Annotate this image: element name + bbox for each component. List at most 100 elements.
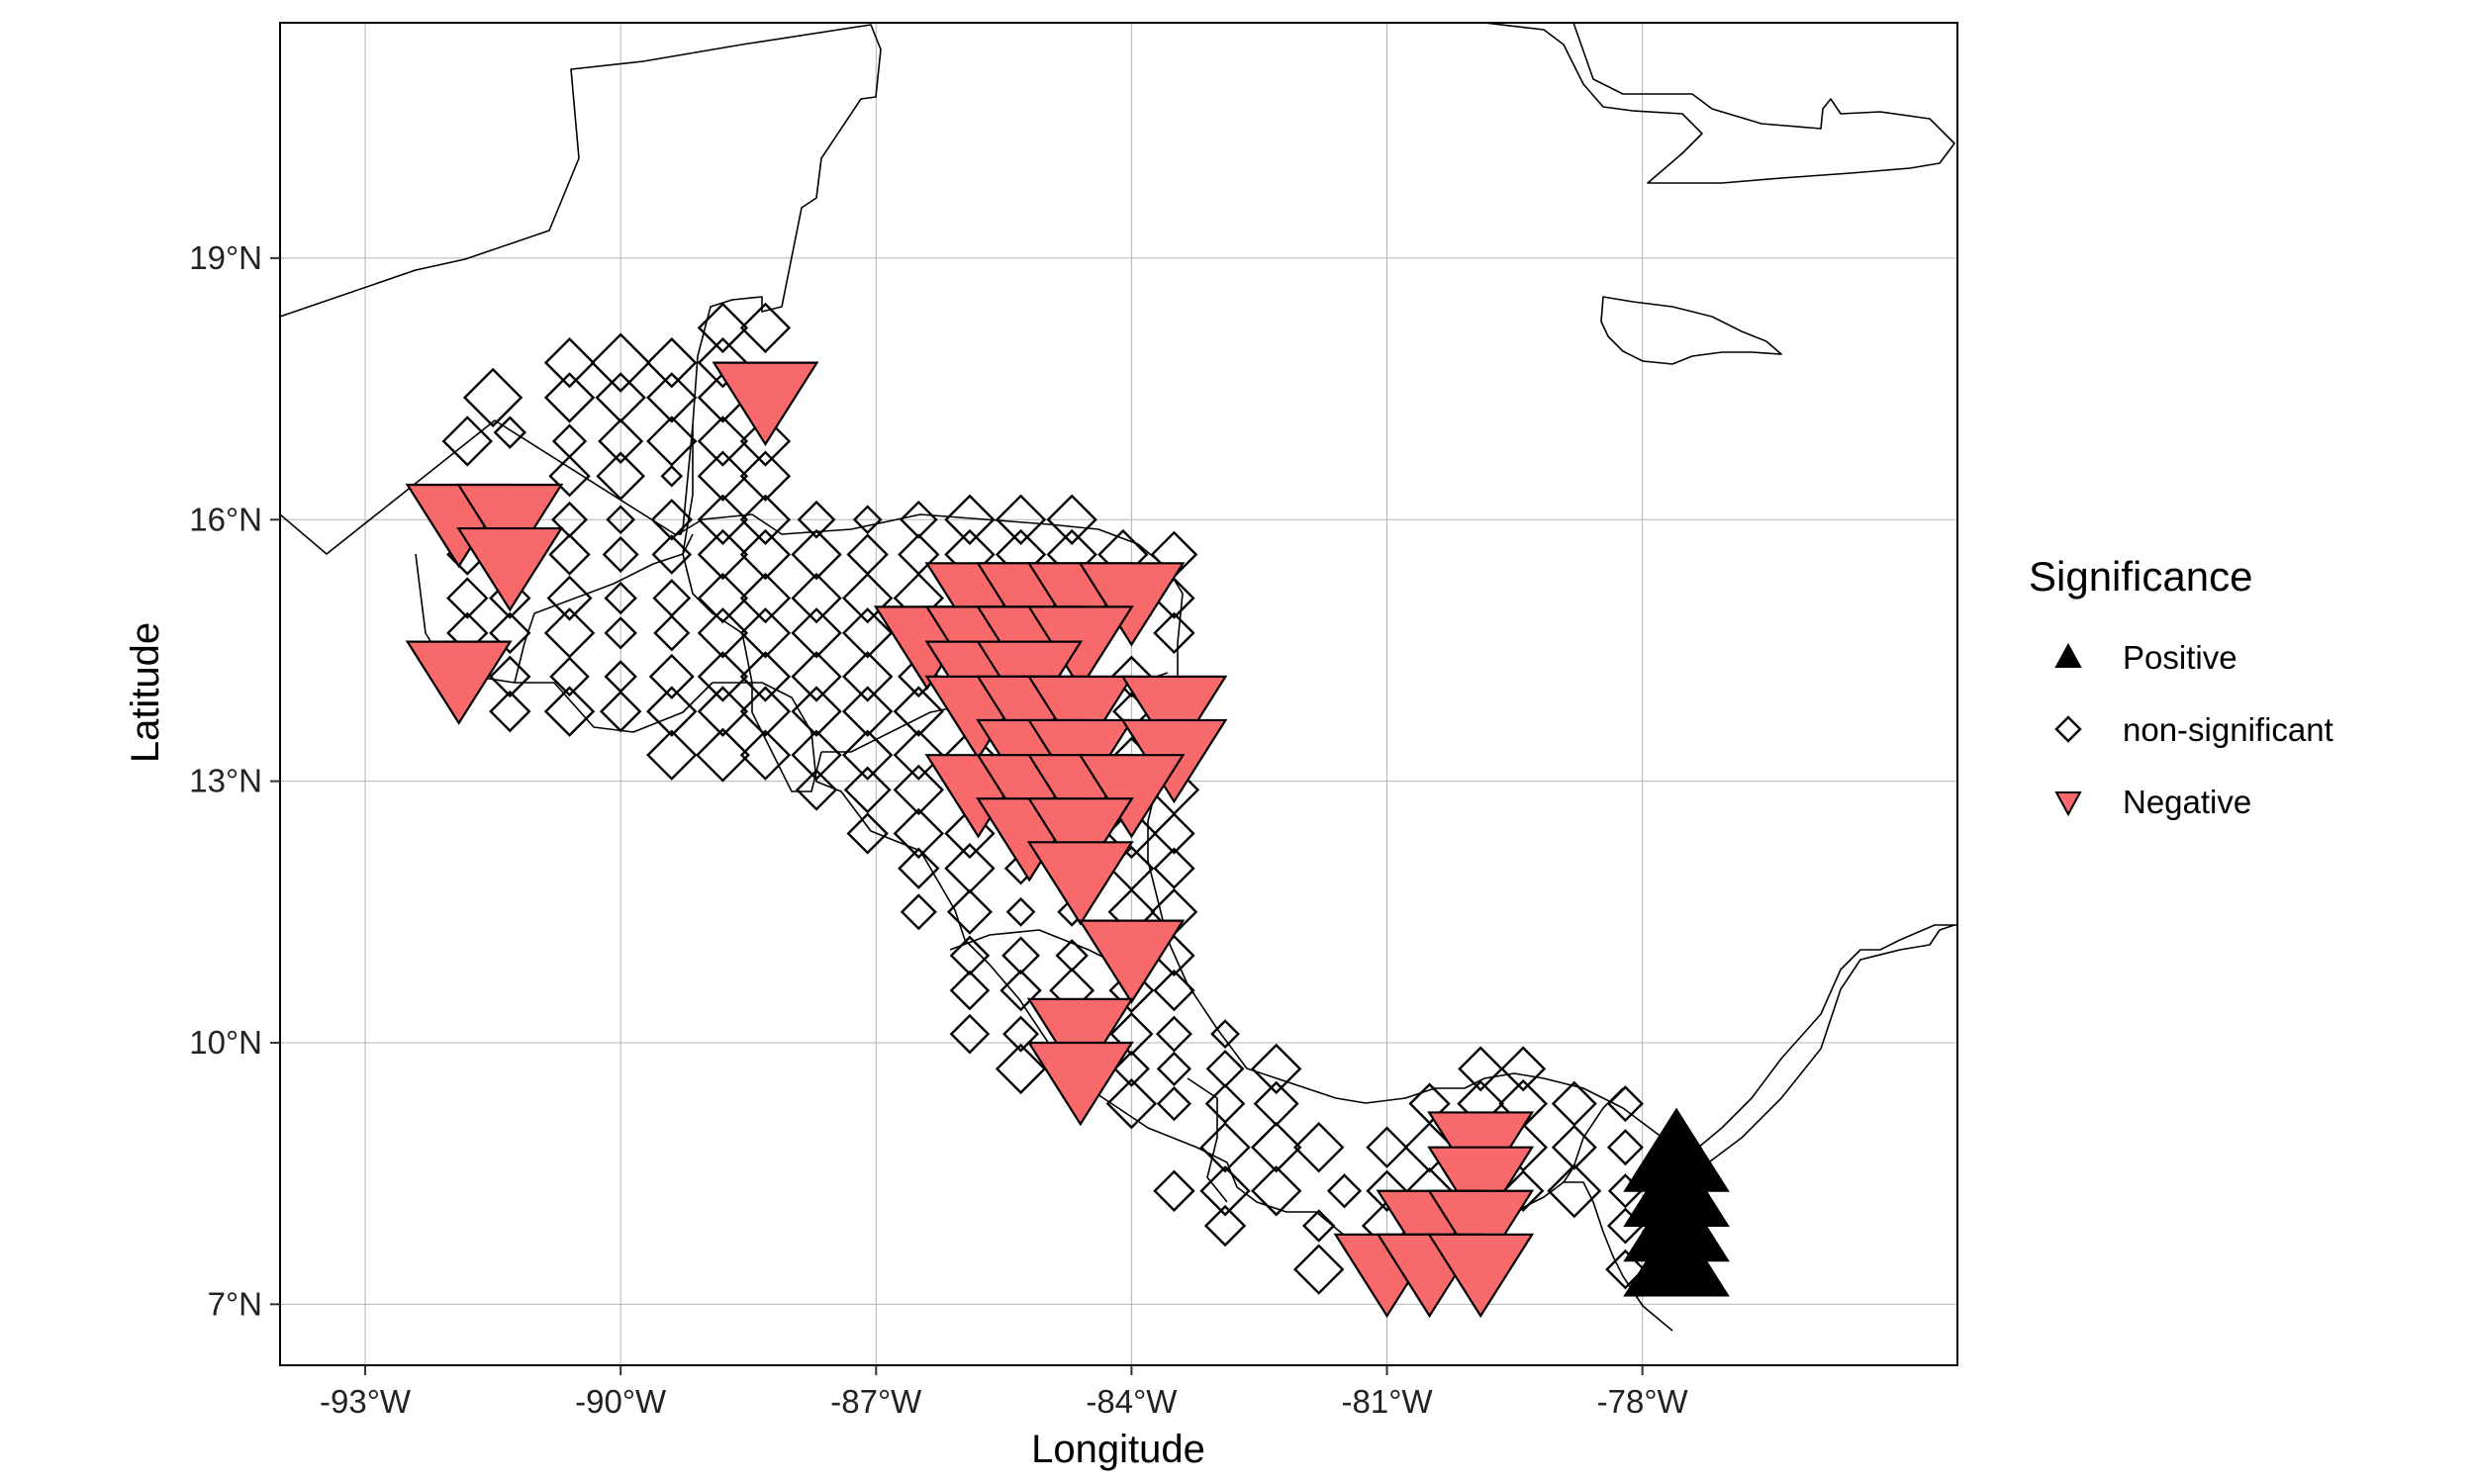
pacific-coastline xyxy=(415,553,1673,1332)
non-significant-marker xyxy=(893,764,945,816)
y-tick-label: 13°N xyxy=(189,763,262,799)
non-significant-marker xyxy=(548,533,591,576)
non-significant-marker xyxy=(1005,896,1036,927)
non-significant-marker xyxy=(660,464,684,488)
legend-key-non-significant xyxy=(2054,715,2082,743)
non-significant-marker xyxy=(1199,1122,1251,1173)
non-significant-marker xyxy=(1109,1012,1154,1057)
non-significant-marker xyxy=(841,607,894,659)
non-significant-marker xyxy=(697,572,749,624)
non-significant-marker xyxy=(739,450,792,502)
negative-marker xyxy=(1120,675,1228,761)
non-significant-marker xyxy=(598,417,644,464)
non-significant-marker xyxy=(791,572,842,624)
non-significant-marker xyxy=(599,690,642,733)
non-significant-marker xyxy=(893,729,945,781)
negative-marker xyxy=(1427,1233,1535,1319)
non-significant-marker xyxy=(1108,968,1155,1014)
non-significant-marker xyxy=(1002,1015,1040,1053)
non-significant-marker xyxy=(1606,1129,1644,1166)
non-significant-marker xyxy=(543,686,596,737)
non-significant-marker xyxy=(893,686,945,737)
y-tick-label: 10°N xyxy=(189,1024,262,1061)
non-significant-marker xyxy=(999,969,1042,1012)
cuba-coastline xyxy=(1483,23,1955,184)
negative-marker xyxy=(1427,1146,1535,1232)
negative-marker xyxy=(1427,1189,1535,1275)
non-significant-marker xyxy=(651,534,693,575)
non-significant-marker xyxy=(739,494,792,545)
non-significant-marker xyxy=(1250,1165,1302,1217)
non-significant-marker xyxy=(489,611,531,655)
y-tick-label: 19°N xyxy=(189,239,262,276)
non-significant-marker xyxy=(949,1013,991,1055)
legend-label-positive: Positive xyxy=(2123,639,2237,676)
non-significant-marker xyxy=(1199,1165,1251,1217)
non-significant-marker xyxy=(543,372,596,423)
negative-marker xyxy=(1026,997,1134,1083)
x-axis: -93°W -90°W -87°W -84°W -81°W -78°W xyxy=(320,1365,1689,1420)
non-significant-marker xyxy=(841,686,894,737)
non-significant-marker xyxy=(1112,1050,1150,1087)
non-significant-marker xyxy=(697,302,749,354)
non-significant-marker xyxy=(1110,655,1153,698)
negative-marker xyxy=(1078,919,1186,1004)
non-significant-marker xyxy=(1458,1046,1504,1092)
non-significant-marker xyxy=(841,572,894,624)
negative-marker xyxy=(456,526,564,612)
non-significant-marker xyxy=(893,807,945,860)
non-significant-marker xyxy=(446,577,489,619)
plot-border xyxy=(279,22,1958,1366)
non-significant-marker xyxy=(1250,1122,1302,1173)
legend-label-non-significant: non-significant xyxy=(2123,711,2333,748)
non-significant-marker xyxy=(697,528,749,581)
non-significant-marker xyxy=(650,499,693,541)
non-significant-marker xyxy=(1326,1173,1363,1209)
non-significant-marker xyxy=(604,616,637,650)
non-significant-marker xyxy=(739,729,792,781)
non-significant-marker xyxy=(1001,936,1040,975)
non-significant-marker xyxy=(489,690,531,733)
non-significant-marker xyxy=(739,686,792,737)
non-significant-marker xyxy=(697,450,749,502)
y-tick-label: 7°N xyxy=(208,1285,262,1322)
non-significant-marker xyxy=(1547,1163,1602,1219)
non-significant-marker xyxy=(441,416,493,467)
non-significant-marker xyxy=(697,416,749,467)
non-significant-marker xyxy=(791,686,842,737)
y-axis-title: Latitude xyxy=(124,622,167,763)
non-significant-marker xyxy=(1203,1204,1247,1248)
non-significant-marker xyxy=(1551,1124,1597,1170)
non-significant-marker xyxy=(949,970,991,1011)
non-significant-marker xyxy=(1606,1085,1644,1123)
inner-border-a xyxy=(514,533,694,684)
non-significant-marker xyxy=(841,651,894,702)
non-significant-marker xyxy=(949,935,991,976)
non-significant-marker xyxy=(1153,611,1195,655)
legend: Significance Positive non-significant Nega… xyxy=(2029,553,2333,820)
x-tick-label: -90°W xyxy=(575,1383,667,1420)
non-significant-marker xyxy=(739,528,792,581)
non-significant-marker xyxy=(1366,1169,1408,1212)
non-significant-marker xyxy=(1156,1086,1192,1122)
legend-key-negative xyxy=(2054,791,2082,817)
non-significant-marker xyxy=(1153,812,1195,855)
non-significant-marker xyxy=(739,572,792,624)
non-significant-marker xyxy=(1153,969,1195,1012)
non-significant-marker xyxy=(697,494,749,545)
non-significant-marker xyxy=(1153,1169,1195,1212)
non-significant-marker xyxy=(791,729,842,781)
non-significant-marker xyxy=(995,1043,1047,1095)
non-significant-marker xyxy=(695,727,750,783)
non-significant-marker xyxy=(604,581,637,615)
non-significant-marker xyxy=(946,888,993,935)
legend-key-positive xyxy=(2054,642,2082,668)
non-significant-marker xyxy=(697,651,749,702)
non-significant-marker xyxy=(697,686,749,737)
non-significant-marker xyxy=(900,893,937,931)
x-tick-label: -84°W xyxy=(1086,1383,1178,1420)
non-significant-marker xyxy=(489,655,531,698)
non-significant-marker xyxy=(697,607,749,659)
non-significant-marker xyxy=(843,766,892,814)
non-significant-marker xyxy=(548,455,591,498)
